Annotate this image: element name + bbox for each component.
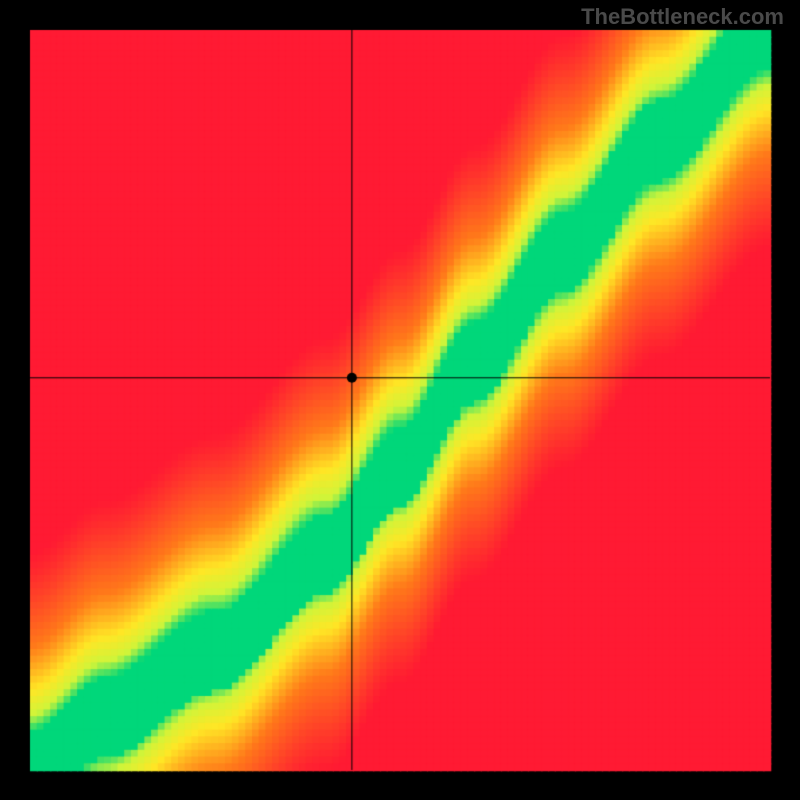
heatmap-canvas [0,0,800,800]
watermark-text: TheBottleneck.com [581,4,784,30]
bottleneck-chart: TheBottleneck.com [0,0,800,800]
